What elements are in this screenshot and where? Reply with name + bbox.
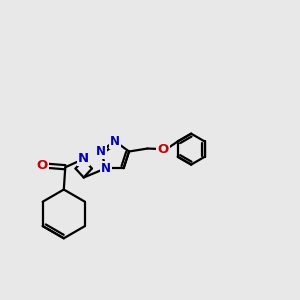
Text: O: O	[157, 142, 169, 156]
Text: N: N	[96, 145, 106, 158]
Text: N: N	[101, 162, 111, 175]
Text: N: N	[78, 152, 89, 165]
Text: N: N	[110, 135, 120, 148]
Text: O: O	[37, 159, 48, 172]
